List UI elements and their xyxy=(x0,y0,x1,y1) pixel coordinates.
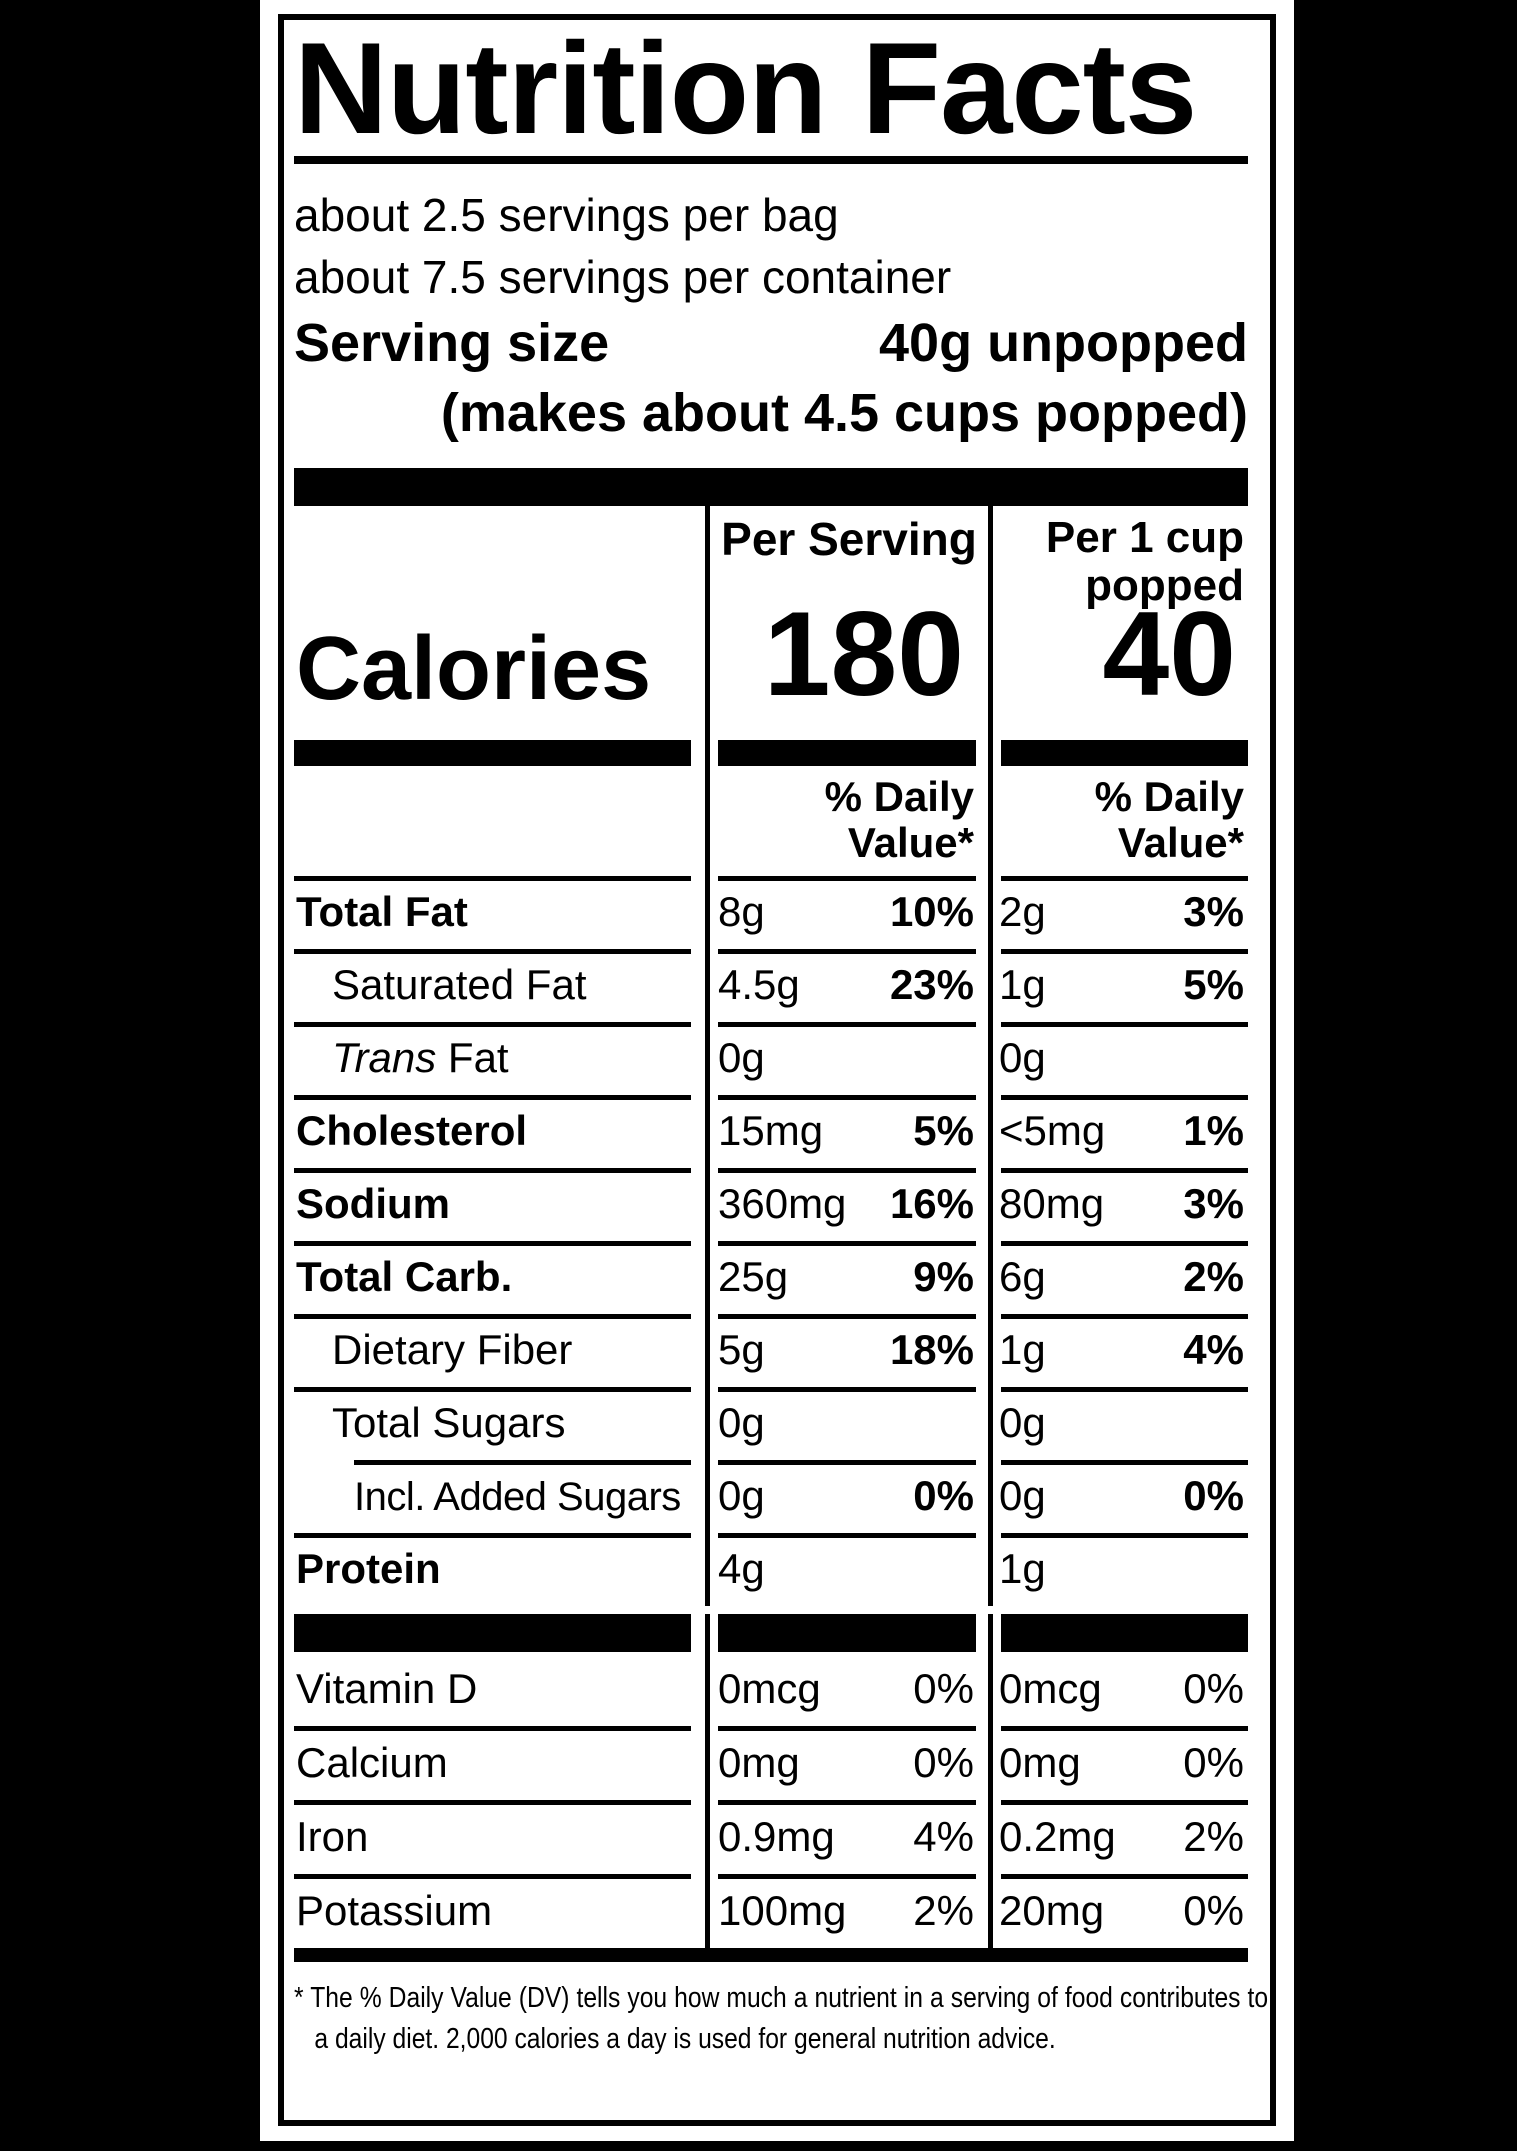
nutrient-name: Potassium xyxy=(296,1887,493,1934)
nutrient-name: Vitamin D xyxy=(296,1665,478,1712)
nutrient-name: Calcium xyxy=(296,1739,448,1786)
nutrient-name: Total Carb. xyxy=(296,1253,513,1300)
separator-bar xyxy=(1001,1614,1248,1652)
nutrient-name: Incl. Added Sugars xyxy=(354,1475,681,1519)
protein-separator-row xyxy=(294,1614,1248,1652)
nutrient-row-dietary-fiber: Dietary Fiber 5g 18% 1g 4% xyxy=(294,1314,1248,1387)
nutrient-name: Protein xyxy=(296,1545,441,1592)
background-bar-left xyxy=(0,0,260,2151)
columns-area: Per Serving Per 1 cup popped Calories 18… xyxy=(294,506,1248,1948)
separator-bar xyxy=(294,740,691,766)
column-headers-row: Per Serving Per 1 cup popped xyxy=(294,506,1248,610)
nutrient-name: Dietary Fiber xyxy=(332,1326,573,1373)
servings-per-container: about 7.5 servings per container xyxy=(294,251,952,303)
nutrient-row-saturated-fat: Saturated Fat 4.5g 23% 1g 5% xyxy=(294,949,1248,1022)
serving-info: about 2.5 servings per bag about 7.5 ser… xyxy=(294,184,1248,308)
nutrient-row-protein: Protein 4g 1g xyxy=(294,1533,1248,1606)
title-rule xyxy=(294,156,1248,164)
nutrient-row-sodium: Sodium 360mg 16% 80mg 3% xyxy=(294,1168,1248,1241)
daily-value-header-serving: % Daily Value* xyxy=(705,766,988,876)
separator-bar xyxy=(718,1614,976,1652)
serving-size-value: 40g unpopped xyxy=(879,313,1248,373)
nutrient-row-trans-fat: Trans Fat 0g 0g xyxy=(294,1022,1248,1095)
panel-title: Nutrition Facts xyxy=(294,15,1197,161)
nutrient-row-added-sugars: Incl. Added Sugars 0g 0% 0g 0% xyxy=(294,1460,1248,1533)
calories-row: Calories 180 40 xyxy=(294,594,1248,740)
separator-bar xyxy=(294,1614,691,1652)
separator-bar xyxy=(718,740,976,766)
nutrient-name: Total Fat xyxy=(296,888,468,935)
nutrient-row-total-fat: Total Fat 8g 10% 2g 3% xyxy=(294,876,1248,949)
nutrient-row-total-sugars: Total Sugars 0g 0g xyxy=(294,1387,1248,1460)
per-serving-header: Per Serving xyxy=(705,506,988,610)
bottom-separator-bar xyxy=(294,1948,1248,1962)
calories-underline-row xyxy=(294,740,1248,766)
nutrition-facts-panel: Nutrition Facts about 2.5 servings per b… xyxy=(278,14,1276,2126)
background-bar-right xyxy=(1294,0,1517,2151)
mineral-row-vitamin-d: Vitamin D 0mcg 0% 0mcg 0% xyxy=(294,1652,1248,1726)
nutrient-name: Saturated Fat xyxy=(332,961,587,1008)
footnote: * The % Daily Value (DV) tells you how m… xyxy=(294,1982,1269,2055)
serving-size-label: Serving size xyxy=(294,313,610,373)
nutrient-name: Cholesterol xyxy=(296,1107,528,1154)
daily-value-header-row: % Daily Value* % Daily Value* xyxy=(294,766,1248,876)
mineral-row-calcium: Calcium 0mg 0% 0mg 0% xyxy=(294,1726,1248,1800)
calories-label: Calories xyxy=(296,619,652,719)
nutrient-name: Iron xyxy=(296,1813,369,1860)
calories-per-cup: 40 xyxy=(1102,587,1236,721)
separator-bar-thick xyxy=(294,468,1248,506)
serving-size-note: (makes about 4.5 cups popped) xyxy=(440,383,1248,443)
mineral-row-potassium: Potassium 100mg 2% 20mg 0% xyxy=(294,1874,1248,1948)
nutrient-row-cholesterol: Cholesterol 15mg 5% <5mg 1% xyxy=(294,1095,1248,1168)
nutrient-name: Sodium xyxy=(296,1180,450,1227)
daily-value-header-cup: % Daily Value* xyxy=(988,766,1248,876)
servings-per-bag: about 2.5 servings per bag xyxy=(294,189,839,241)
nutrient-name: Trans Fat xyxy=(332,1034,509,1081)
nutrient-name: Total Sugars xyxy=(332,1399,566,1446)
serving-size-row: Serving size 40g unpopped xyxy=(294,308,1248,378)
mineral-row-iron: Iron 0.9mg 4% 0.2mg 2% xyxy=(294,1800,1248,1874)
calories-per-serving: 180 xyxy=(763,587,964,721)
background-bar-bottom xyxy=(0,2141,1517,2151)
nutrient-row-total-carb: Total Carb. 25g 9% 6g 2% xyxy=(294,1241,1248,1314)
separator-bar xyxy=(1001,740,1248,766)
per-cup-header: Per 1 cup popped xyxy=(988,506,1248,610)
